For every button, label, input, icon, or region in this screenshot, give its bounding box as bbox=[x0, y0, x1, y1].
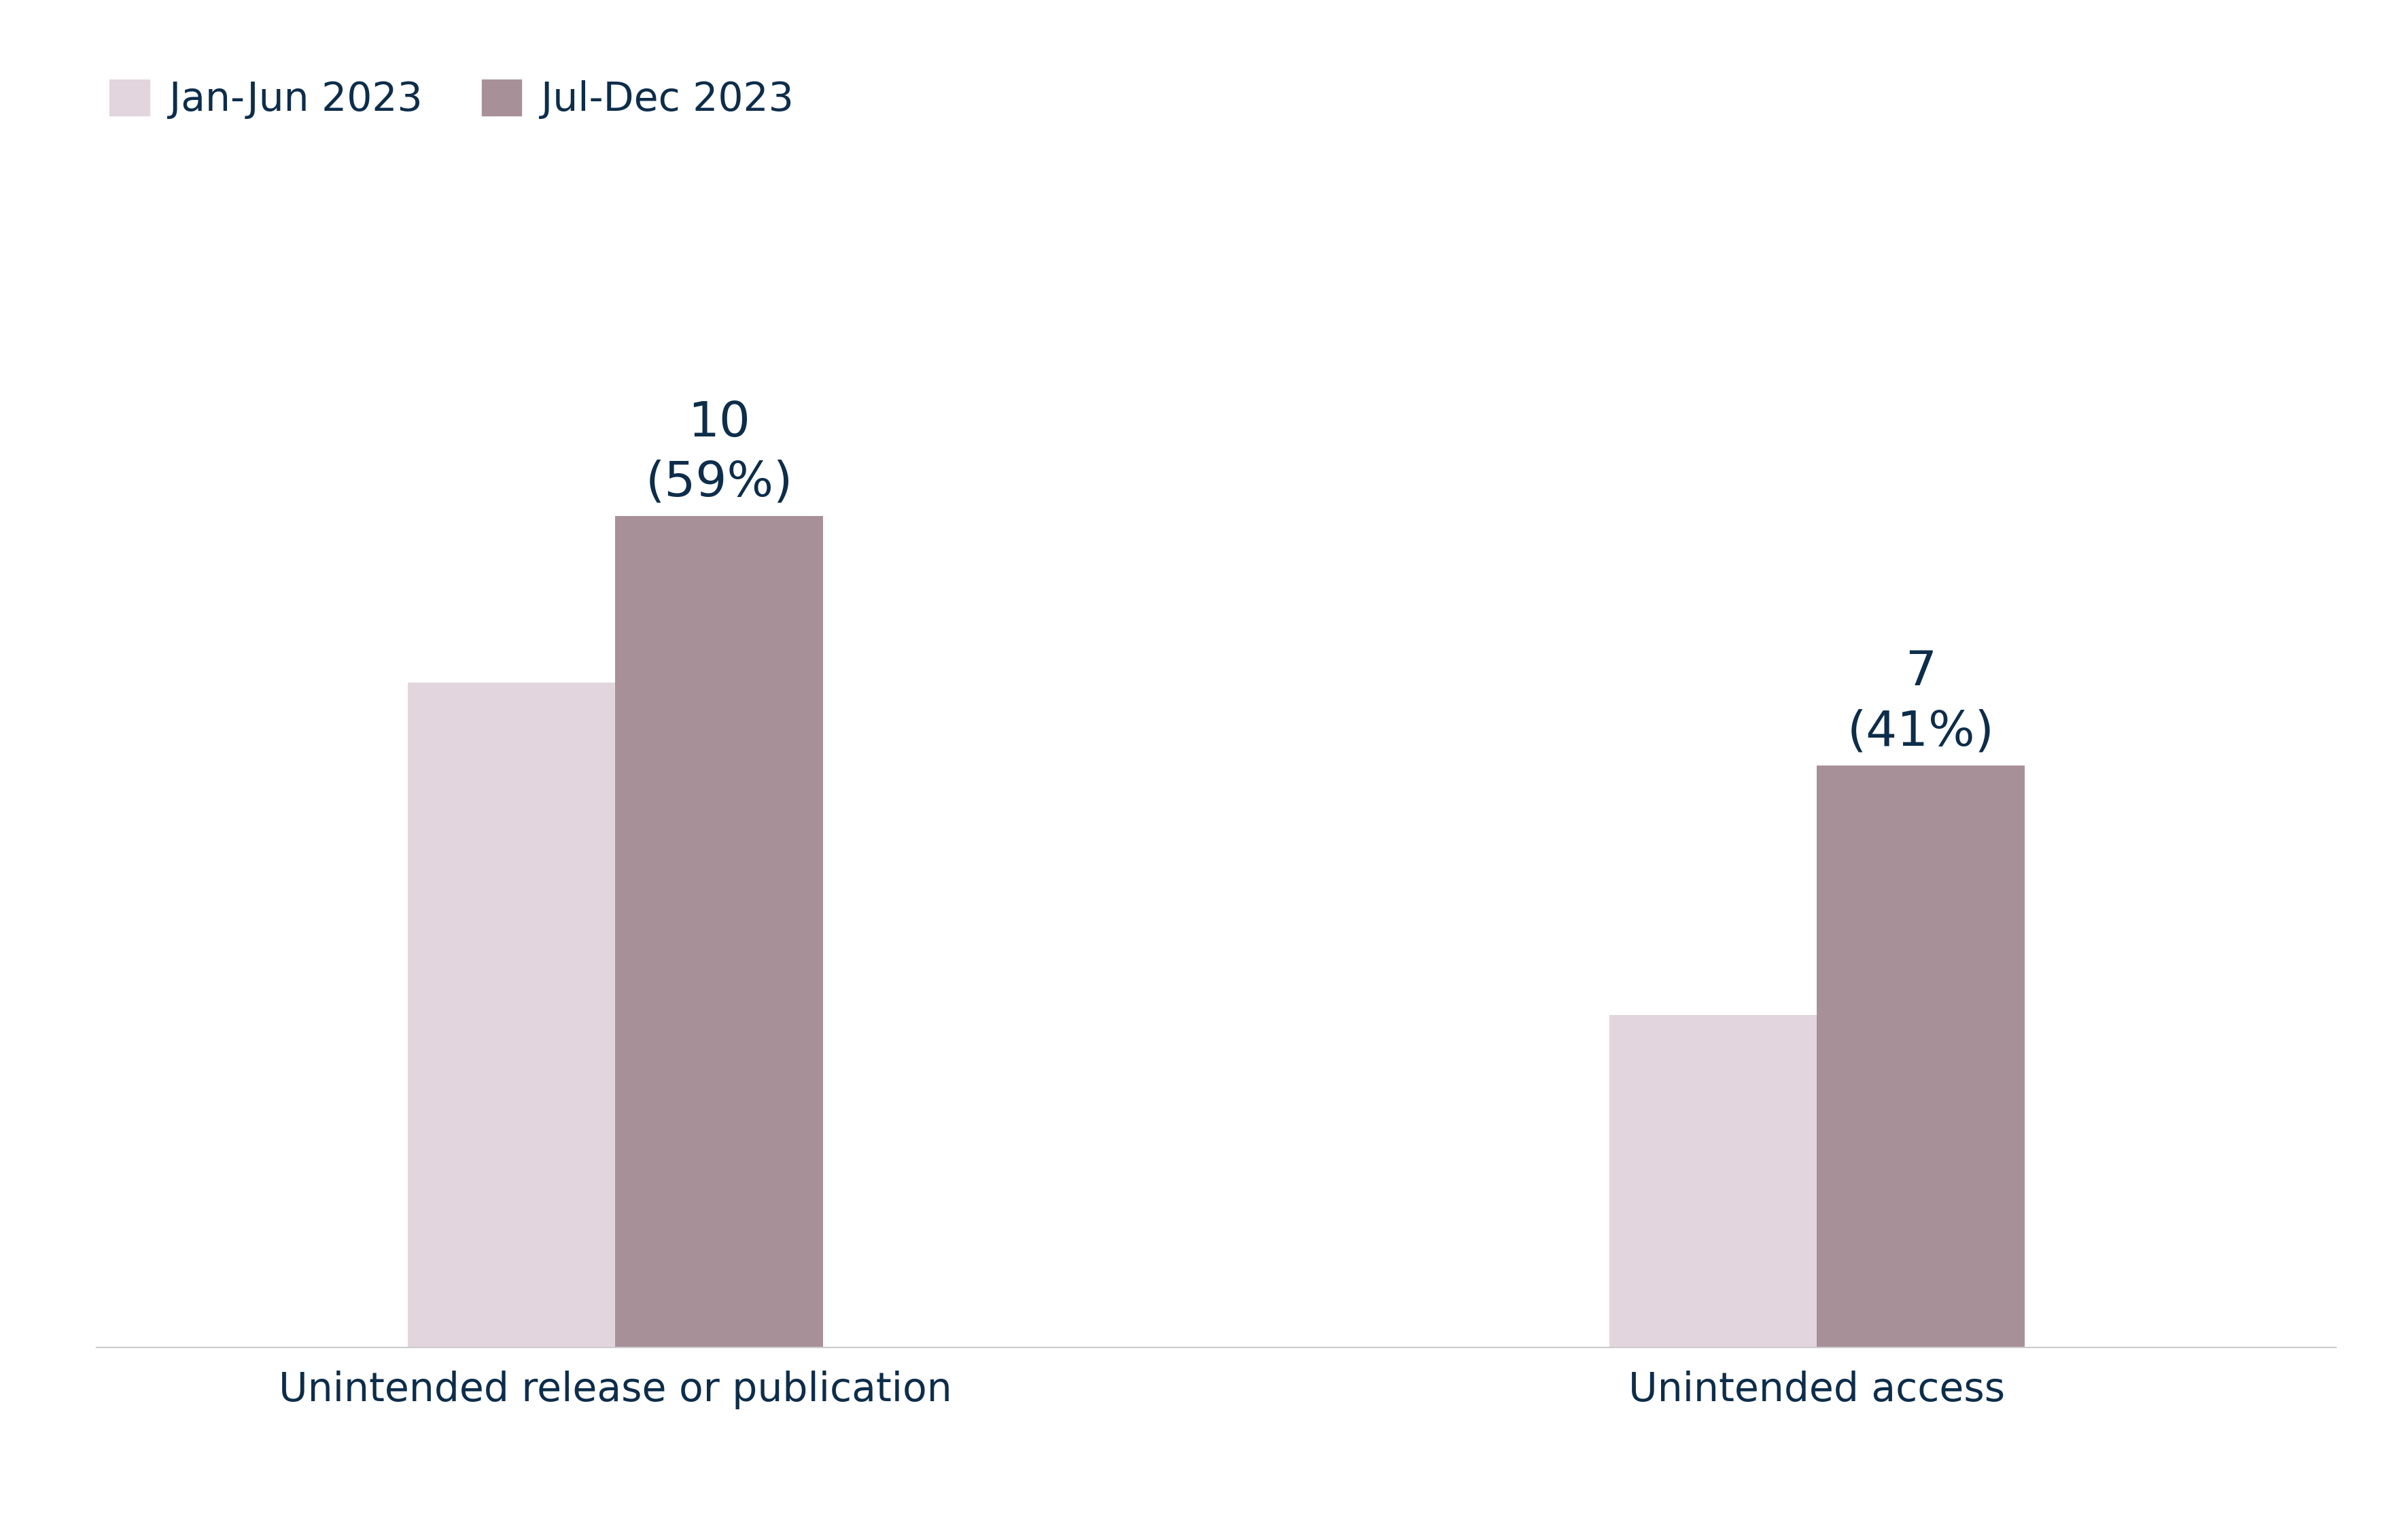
Text: 7
(41%): 7 (41%) bbox=[1847, 649, 1994, 755]
Legend: Jan-Jun 2023, Jul-Dec 2023: Jan-Jun 2023, Jul-Dec 2023 bbox=[94, 64, 809, 135]
Text: 10
(59%): 10 (59%) bbox=[645, 400, 792, 507]
Bar bbox=[1818, 766, 2025, 1347]
Bar bbox=[1609, 1015, 1818, 1347]
Bar bbox=[407, 683, 614, 1347]
Bar bbox=[614, 516, 824, 1347]
